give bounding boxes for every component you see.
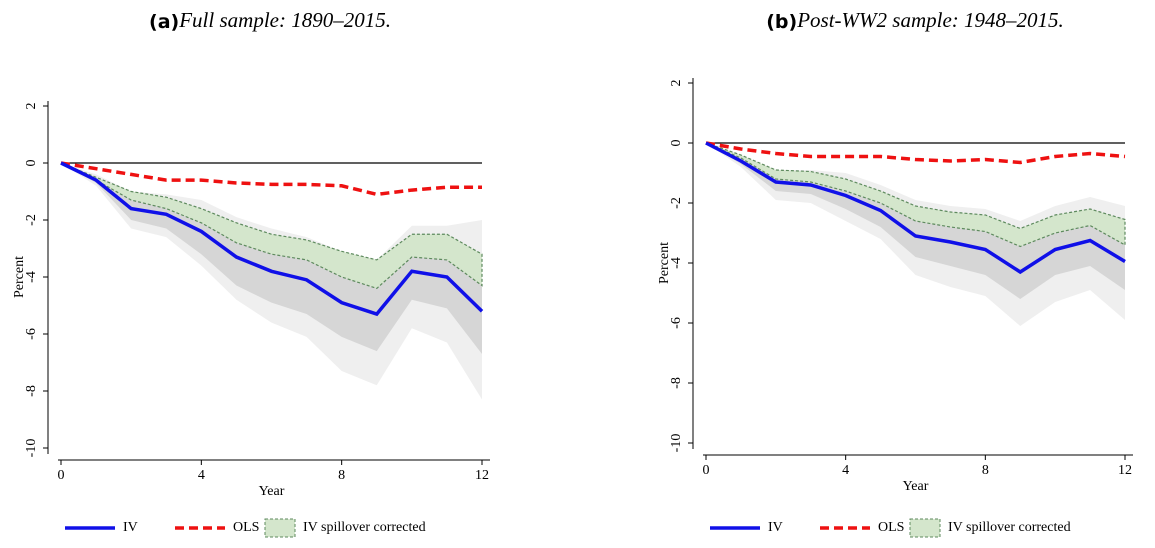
y-tick-label: 0 [669,140,684,147]
legend-label: IV spillover corrected [948,520,1071,535]
y-tick-label: -6 [669,317,684,329]
panel: (b)Post-WW2 sample: 1948–2015. -10 -8 -6 -4 -… [657,8,1133,538]
panel-title-text: Post-WW2 sample: 1948–2015. [796,8,1064,32]
x-tick-label: 0 [703,463,710,478]
y-tick-label: 2 [24,103,39,110]
series-line [705,141,1126,165]
series-line [60,161,482,197]
panel-title: (b)Post-WW2 sample: 1948–2015. [766,8,1064,33]
y-axis-label: Percent [657,242,672,284]
panel: (a)Full sample: 1890–2015. -10 -8 -6 -4 -2 0 2 0… [12,8,490,538]
y-tick-label: -10 [669,434,684,453]
confidence-band [705,142,1126,248]
panel-label: (b) [766,11,797,33]
x-axis-label: Year [259,484,285,499]
series-line [60,161,484,317]
y-tick-label: -2 [24,214,39,226]
x-tick-label: 8 [338,468,345,483]
x-tick-label: 4 [842,463,849,478]
y-tick-label: -2 [669,197,684,209]
y-axis-label: Percent [12,256,27,298]
y-tick-label: -4 [24,271,39,283]
x-tick-label: 8 [982,463,989,478]
x-tick-label: 0 [58,468,65,483]
y-tick-label: -8 [24,385,39,397]
panel-title-text: Full sample: 1890–2015. [178,8,391,32]
y-tick-label: 0 [24,160,39,167]
legend-swatch [909,518,941,538]
y-tick-label: -6 [24,328,39,340]
y-tick-label: -4 [669,257,684,269]
x-axis-label: Year [903,479,929,494]
confidence-band [60,162,483,290]
legend-swatch [264,518,296,538]
x-tick-label: 12 [475,468,489,483]
legend-label: IV spillover corrected [303,520,426,535]
confidence-band [61,163,482,354]
y-tick-label: 2 [669,80,684,87]
legend-label: OLS [878,520,904,535]
x-tick-label: 12 [1118,463,1132,478]
legend-label: OLS [233,520,259,535]
legend-label: IV [123,520,138,535]
panel-title: (a)Full sample: 1890–2015. [149,8,391,33]
panel-label: (a) [149,11,179,33]
y-tick-label: -10 [24,439,39,458]
x-tick-label: 4 [198,468,205,483]
y-tick-label: -8 [669,377,684,389]
legend-label: IV [768,520,783,535]
series-line [705,141,1126,275]
